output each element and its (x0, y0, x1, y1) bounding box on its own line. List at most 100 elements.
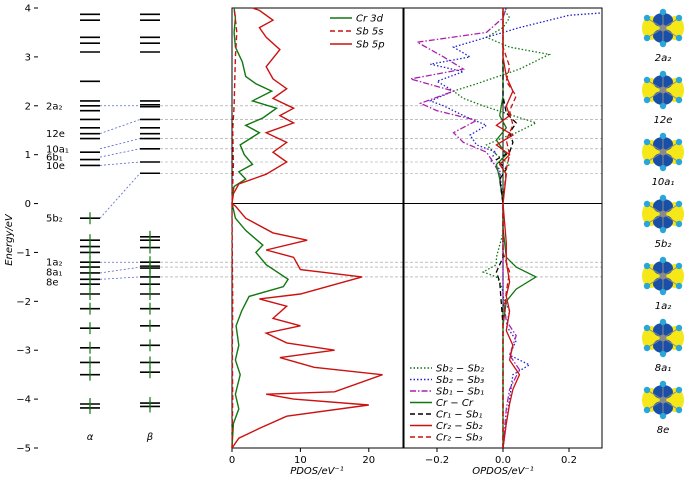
y-tick-label: 2 (25, 101, 31, 112)
pdos-x-tick-label: 0 (229, 455, 235, 466)
opdos-x-tick-label: −0.2 (425, 455, 449, 466)
correlation-line (99, 119, 141, 135)
atom-ball (659, 318, 667, 326)
atom-ball (643, 324, 651, 332)
atom-ball (675, 76, 683, 84)
atom-ball (643, 220, 651, 228)
atom-ball (675, 406, 683, 414)
state-label: 6b₁ (46, 153, 63, 164)
atom-ball (675, 96, 683, 104)
y-tick-label: −4 (16, 395, 31, 406)
atom-ball (643, 158, 651, 166)
atom-ball (643, 200, 651, 208)
y-tick-label: 0 (25, 199, 31, 210)
atom-ball (659, 102, 667, 110)
opdos-legend-label: Cr₁ − Sb₁ (436, 410, 483, 421)
atom-ball (659, 86, 667, 94)
state-label: 8e (46, 277, 59, 288)
orbital-label: 1a₂ (655, 301, 672, 312)
orbital-label: 12e (654, 115, 673, 126)
pdos-x-tick-label: 20 (362, 455, 375, 466)
atom-ball (659, 412, 667, 420)
atom-ball (659, 70, 667, 78)
orbital-label: 2a₂ (655, 53, 672, 64)
pdos-panel: 0 10 20 Cr 3d Sb 5s Sb 5p (229, 7, 404, 466)
correlation-line (99, 266, 141, 274)
column-label-alpha: α (87, 432, 94, 443)
atom-ball (659, 148, 667, 156)
atom-ball (643, 76, 651, 84)
state-label: 10a₁ (46, 144, 69, 155)
atom-ball (659, 164, 667, 172)
state-label: 12e (46, 129, 65, 140)
atom-ball (643, 14, 651, 22)
opdos-legend-label: Cr₂ − Sb₂ (436, 421, 483, 432)
atom-ball (659, 334, 667, 342)
state-label: 2a₂ (46, 101, 63, 112)
atom-ball (659, 194, 667, 202)
atom-ball (643, 282, 651, 290)
atom-ball (643, 96, 651, 104)
atom-ball (675, 282, 683, 290)
energy-level-panel (80, 13, 602, 414)
atom-ball (659, 380, 667, 388)
pdos-series-line (231, 7, 238, 449)
opdos-legend-label: Sb₁ − Sb₁ (436, 387, 484, 398)
atom-ball (675, 386, 683, 394)
state-label: 10e (46, 161, 65, 172)
pdos-x-label: PDOS/eV⁻¹ (290, 466, 344, 477)
orbital-label: 8e (657, 425, 670, 436)
y-axis-ticks: −5 −4 −3 −2 −1 0 1 2 3 4 (16, 4, 38, 455)
atom-ball (659, 24, 667, 32)
y-tick-label: −5 (16, 444, 31, 455)
y-tick-label: −2 (16, 297, 31, 308)
opdos-series-line (410, 7, 521, 449)
correlation-line (99, 276, 141, 280)
atom-ball (675, 158, 683, 166)
column-label-beta: β (146, 432, 154, 443)
opdos-series-line (428, 12, 603, 449)
atom-ball (659, 350, 667, 358)
atom-ball (659, 396, 667, 404)
orbital-label: 10a₁ (652, 177, 675, 188)
opdos-series-line (452, 7, 552, 448)
opdos-series-line (495, 8, 518, 448)
opdos-legend-label: Sb₂ − Sb₃ (436, 375, 484, 386)
opdos-legend-label: Cr₂ − Sb₃ (436, 433, 483, 444)
state-label: 8a₁ (46, 268, 63, 279)
pdos-frame (231, 7, 404, 449)
atom-ball (675, 34, 683, 42)
state-label: 1a₂ (46, 258, 63, 269)
atom-ball (675, 14, 683, 22)
atom-ball (659, 288, 667, 296)
pdos-legend-label: Sb 5s (356, 27, 383, 38)
atom-ball (675, 220, 683, 228)
opdos-x-tick-label: 0.2 (561, 455, 577, 466)
atom-ball (659, 272, 667, 280)
opdos-series-line (495, 8, 521, 449)
y-tick-label: −3 (16, 346, 31, 357)
atom-ball (643, 406, 651, 414)
atom-ball (643, 344, 651, 352)
atom-ball (675, 200, 683, 208)
atom-ball (643, 386, 651, 394)
atom-ball (659, 8, 667, 16)
pdos-x-tick-label: 10 (294, 455, 307, 466)
orbital-label: 8a₁ (655, 363, 672, 374)
atom-ball (643, 34, 651, 42)
pdos-series-line (231, 7, 383, 449)
atom-ball (675, 138, 683, 146)
atom-ball (659, 132, 667, 140)
atom-ball (675, 344, 683, 352)
pdos-legend-label: Sb 5p (356, 40, 385, 51)
correlation-line (99, 161, 141, 166)
state-label: 5b₂ (46, 214, 63, 225)
y-tick-label: 4 (25, 4, 31, 15)
orbital-label: 5b₂ (655, 239, 672, 250)
y-tick-label: 3 (25, 52, 31, 63)
opdos-x-label: OPDOS/eV⁻¹ (472, 466, 533, 477)
atom-ball (659, 256, 667, 264)
correlation-line (99, 138, 141, 150)
